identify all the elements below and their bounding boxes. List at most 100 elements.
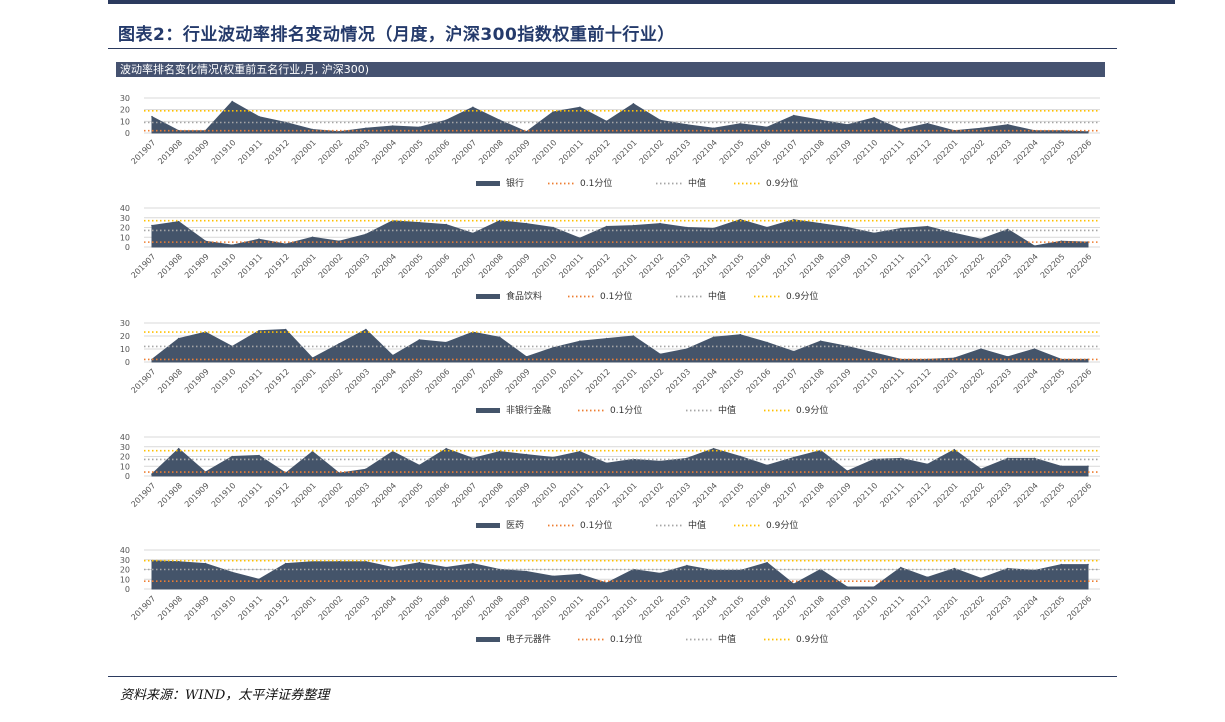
x-tick-label: 201912 [263,367,291,395]
data-point [659,353,661,356]
x-tick-label: 202108 [798,481,826,509]
x-tick-label: 202004 [370,252,398,280]
data-point [1087,465,1089,468]
x-tick-label: 202202 [958,252,986,280]
data-point [819,119,822,121]
x-tick-label: 202012 [584,481,612,509]
data-point [258,454,260,457]
legend-label-series: 食品饮料 [506,290,542,302]
data-point [445,447,448,450]
x-tick-label: 202010 [531,367,559,395]
data-point [980,348,982,350]
data-point [659,222,661,225]
x-tick-label: 201911 [236,481,264,509]
x-tick-label: 201909 [183,138,211,166]
y-tick-label: 10 [120,575,130,584]
data-point [365,127,367,130]
x-tick-label: 201910 [210,481,238,509]
data-point [445,566,448,569]
x-tick-label: 202201 [932,594,960,622]
x-tick-label: 202010 [531,138,559,166]
data-point [659,119,661,121]
x-tick-label: 201907 [129,367,157,395]
x-tick-label: 202203 [985,594,1013,622]
legend-label-series: 电子元器件 [506,633,551,645]
x-tick-label: 202110 [852,367,880,395]
data-point [926,463,929,466]
data-point [605,120,608,123]
data-point [846,586,849,588]
data-point [632,335,635,337]
x-tick-label: 202204 [1012,252,1040,280]
x-tick-label: 202112 [905,594,933,622]
x-tick-label: 202001 [290,252,318,280]
x-tick-label: 202202 [958,481,986,509]
x-tick-label: 202111 [878,481,906,509]
chart-panel-0: 0 10 20 30 201907201908201909201910201911201… [120,94,1100,189]
x-tick-label: 201907 [129,481,157,509]
x-tick-label: 202112 [905,481,933,509]
x-tick-label: 202103 [664,252,692,280]
x-tick-label: 202008 [477,594,505,622]
data-point [498,119,501,121]
legend-label-median: 中值 [688,519,706,531]
data-point [525,453,528,456]
legend-label-p10: 0.1分位 [610,633,642,645]
x-tick-label: 201910 [210,594,238,622]
data-point [552,456,554,459]
data-point [472,232,474,235]
data-point [1087,563,1089,566]
x-tick-label: 202009 [504,252,532,280]
data-point [1033,569,1036,572]
x-tick-label: 202106 [745,252,773,280]
x-tick-label: 202011 [557,481,585,509]
data-point [311,357,314,359]
x-tick-label: 201910 [210,252,238,280]
x-tick-label: 202205 [1039,367,1067,395]
x-tick-label: 202008 [477,367,505,395]
data-point [177,220,180,223]
legend-label-series: 非银行金融 [506,404,551,416]
x-tick-label: 202103 [664,367,692,395]
data-point [980,238,982,240]
x-tick-label: 202002 [317,481,345,509]
data-point [177,560,180,563]
x-tick-label: 202105 [718,252,746,280]
data-point [498,336,501,339]
x-tick-label: 202105 [718,138,746,166]
x-tick-label: 202205 [1039,252,1067,280]
y-tick-label: 40 [120,204,130,213]
y-tick-label: 30 [120,319,130,328]
legend-label-series: 银行 [506,177,524,189]
chart-panel-2: 0 10 20 30 201907201908201909201910201911201… [120,319,1100,416]
x-tick-label: 202003 [343,252,371,280]
x-tick-label: 202101 [611,138,639,166]
data-point [579,340,581,343]
x-tick-label: 202011 [557,252,585,280]
title-rule [108,48,1117,49]
data-point [766,561,768,564]
data-point [365,328,367,331]
x-tick-label: 202010 [531,481,559,509]
x-tick-label: 202012 [584,138,612,166]
x-tick-label: 202005 [397,252,425,280]
data-point [552,575,554,578]
x-tick-label: 202205 [1039,481,1067,509]
data-point [926,122,929,125]
data-point [445,341,448,344]
top-rule [108,0,1175,4]
data-point [926,225,929,228]
legend-label-series: 医药 [506,520,524,531]
data-point [793,456,795,459]
x-tick-label: 202104 [691,367,719,395]
x-tick-label: 202105 [718,481,746,509]
x-tick-label: 202011 [557,367,585,395]
data-point [579,573,581,576]
x-tick-label: 202106 [745,367,773,395]
legend-swatch-area [476,637,500,642]
x-tick-label: 202111 [878,252,906,280]
data-point [900,566,902,569]
data-point [391,125,394,127]
chart-banner: 波动率排名变化情况(权重前五名行业,月, 沪深300) [116,62,1105,77]
data-point [338,560,341,563]
